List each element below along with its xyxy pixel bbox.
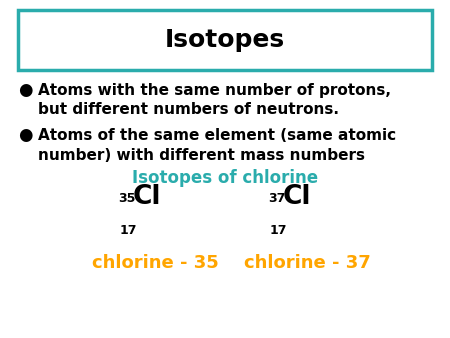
Text: Isotopes of chlorine: Isotopes of chlorine (132, 169, 318, 187)
Text: Atoms with the same number of protons,: Atoms with the same number of protons, (38, 82, 391, 97)
Text: 37: 37 (268, 192, 285, 205)
Text: number) with different mass numbers: number) with different mass numbers (38, 147, 365, 163)
Text: ●: ● (18, 81, 32, 99)
Text: ●: ● (18, 126, 32, 144)
Text: Isotopes: Isotopes (165, 28, 285, 52)
Text: 17: 17 (120, 223, 138, 237)
Text: Cl: Cl (133, 184, 162, 210)
Text: Atoms of the same element (same atomic: Atoms of the same element (same atomic (38, 127, 396, 143)
FancyBboxPatch shape (18, 10, 432, 70)
Text: chlorine - 35: chlorine - 35 (92, 254, 218, 272)
Text: but different numbers of neutrons.: but different numbers of neutrons. (38, 102, 339, 118)
Text: chlorine - 37: chlorine - 37 (243, 254, 370, 272)
Text: Cl: Cl (283, 184, 311, 210)
Text: 35: 35 (118, 192, 135, 205)
Text: 17: 17 (270, 223, 288, 237)
